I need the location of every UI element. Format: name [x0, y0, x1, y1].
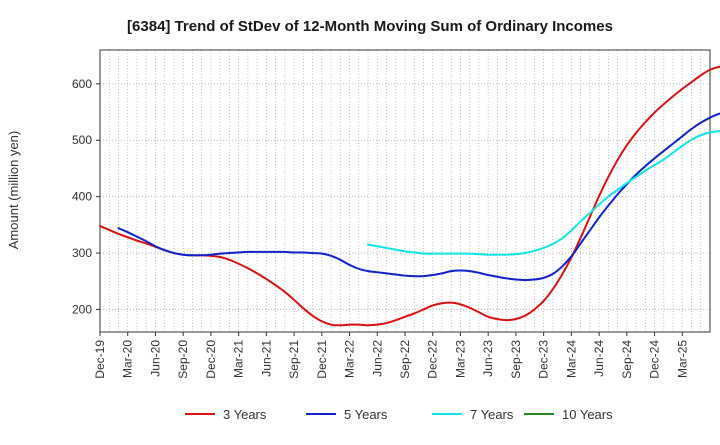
series-line-3-years	[99, 65, 720, 327]
x-tick-label: Mar-22	[343, 340, 357, 378]
x-tick-label: Jun-22	[370, 340, 384, 377]
x-tick-label: Dec-24	[648, 340, 662, 379]
legend-label-7-years: 7 Years	[470, 407, 514, 422]
y-tick-label: 500	[72, 133, 92, 147]
y-tick-label: 400	[72, 190, 92, 204]
x-tick-label: Mar-23	[453, 340, 467, 378]
legend: 3 Years 5 Years 7 Years 10 Years	[185, 407, 613, 422]
legend-label-5-years: 5 Years	[344, 407, 388, 422]
x-tick-label: Jun-24	[592, 340, 606, 377]
series-line-7-years	[367, 130, 720, 256]
legend-label-10-years: 10 Years	[562, 407, 613, 422]
x-tick-label: Jun-20	[148, 340, 162, 377]
x-tick-label: Jun-23	[481, 340, 495, 377]
gridlines	[100, 50, 710, 332]
x-tick-label: Sep-22	[398, 340, 412, 379]
x-tick-label: Dec-20	[204, 340, 218, 379]
x-tick-label: Sep-20	[176, 340, 190, 379]
x-tick-label: Mar-24	[564, 340, 578, 378]
x-tick-label: Dec-19	[93, 340, 107, 379]
x-axis: Dec-19 Mar-20 Jun-20 Sep-20 Dec-20 Mar-21 Jun-…	[93, 332, 689, 379]
series-lines	[99, 65, 720, 327]
y-tick-label: 600	[72, 77, 92, 91]
x-tick-label: Sep-24	[620, 340, 634, 379]
y-axis: 200 300 400 500 600	[72, 77, 100, 316]
x-tick-label: Dec-21	[315, 340, 329, 379]
y-tick-label: 300	[72, 246, 92, 260]
x-tick-label: Dec-23	[537, 340, 551, 379]
series-line-5-years	[117, 112, 720, 282]
x-tick-label: Mar-21	[232, 340, 246, 378]
x-tick-label: Dec-22	[426, 340, 440, 379]
x-tick-label: Mar-20	[121, 340, 135, 378]
x-tick-label: Sep-21	[287, 340, 301, 379]
x-tick-label: Jun-21	[259, 340, 273, 377]
y-axis-title: Amount (million yen)	[6, 131, 21, 250]
chart-title: [6384] Trend of StDev of 12-Month Moving…	[127, 18, 613, 35]
legend-label-3-years: 3 Years	[223, 407, 267, 422]
y-tick-label: 200	[72, 302, 92, 316]
x-tick-label: Mar-25	[675, 340, 689, 378]
x-tick-label: Sep-23	[509, 340, 523, 379]
